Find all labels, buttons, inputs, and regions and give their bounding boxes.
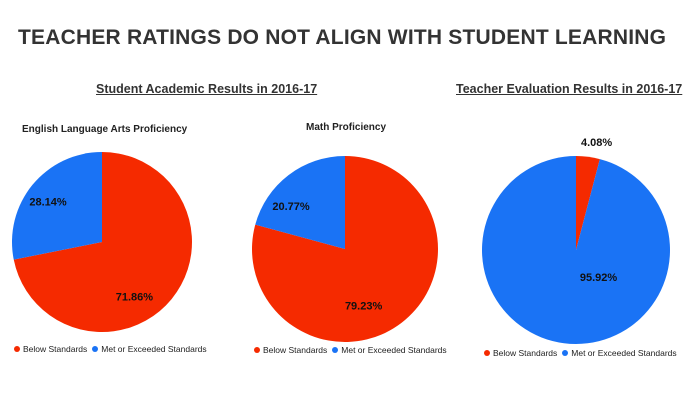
legend-item-met: Met or Exceeded Standards [92, 344, 207, 354]
legend-dot-below [484, 350, 490, 356]
legend-teacher-evaluation: Below Standards Met or Exceeded Standard… [484, 348, 682, 358]
slice-label-math-below: 79.23% [345, 301, 383, 313]
pie-chart-teacher-evaluation: 95.92% [482, 156, 670, 344]
legend-dot-met [562, 350, 569, 356]
legend-math: Below Standards Met or Exceeded Standard… [254, 345, 452, 355]
legend-label-below: Below Standards [263, 345, 328, 355]
pie-chart-ela: 71.86% 28.14% [12, 152, 193, 332]
legend-dot-met [92, 346, 99, 352]
slice-label-ela-met: 28.14% [29, 196, 67, 208]
legend-item-below: Below Standards [484, 348, 557, 358]
chart-title-math: Math Proficiency [306, 122, 387, 133]
section-title-teacher-evaluation: Teacher Evaluation Results in 2016-17 [456, 82, 683, 96]
legend-label-met: Met or Exceeded Standards [341, 345, 447, 355]
slice-label-teacher-met: 95.92% [580, 272, 618, 284]
legend-label-met: Met or Exceeded Standards [101, 344, 207, 354]
pie-slice-ela-below [13, 152, 193, 332]
pie-slice-math-met [255, 156, 345, 249]
legend-dot-met [332, 347, 339, 353]
pie-chart-math: 79.23% 20.77% [251, 156, 438, 342]
legend-label-below: Below Standards [23, 344, 88, 354]
legend-dot-below [14, 346, 20, 352]
pie-slice-teacher-below [576, 156, 600, 250]
legend-item-met: Met or Exceeded Standards [332, 345, 447, 355]
legend-label-below: Below Standards [493, 348, 558, 358]
pie-slice-teacher-met [482, 156, 670, 344]
legend-ela: Below Standards Met or Exceeded Standard… [14, 344, 212, 354]
legend-dot-below [254, 347, 260, 353]
page-title: TEACHER RATINGS DO NOT ALIGN WITH STUDEN… [18, 26, 667, 49]
slice-label-math-met: 20.77% [272, 201, 310, 213]
pie-slice-math-below [251, 156, 438, 342]
slice-label-ela-below: 71.86% [116, 292, 154, 304]
legend-item-below: Below Standards [14, 344, 87, 354]
slice-label-teacher-below: 4.08% [581, 137, 613, 149]
legend-item-below: Below Standards [254, 345, 327, 355]
pie-slice-ela-met [12, 152, 103, 260]
legend-label-met: Met or Exceeded Standards [571, 348, 677, 358]
legend-item-met: Met or Exceeded Standards [562, 348, 677, 358]
chart-title-ela: English Language Arts Proficiency [22, 124, 188, 135]
section-title-student-results: Student Academic Results in 2016-17 [96, 82, 318, 96]
